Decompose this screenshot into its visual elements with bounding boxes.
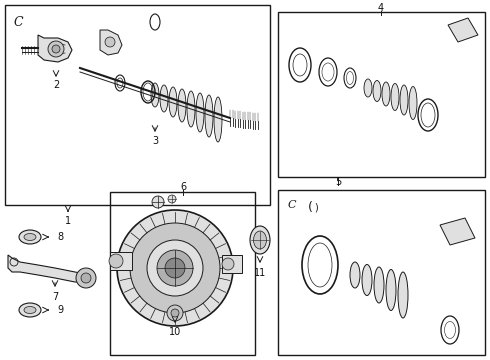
Bar	[278, 12, 485, 177]
Ellipse shape	[24, 306, 36, 314]
Circle shape	[222, 258, 234, 270]
Text: 2: 2	[53, 80, 59, 90]
Text: 5: 5	[335, 177, 341, 187]
Circle shape	[105, 37, 115, 47]
Polygon shape	[8, 255, 95, 282]
Circle shape	[117, 210, 233, 326]
Circle shape	[168, 195, 176, 203]
Bar	[110, 192, 255, 355]
Ellipse shape	[350, 262, 360, 288]
Text: C: C	[288, 200, 296, 210]
Bar	[110, 252, 132, 270]
Text: 10: 10	[169, 327, 181, 337]
Text: 4: 4	[378, 3, 384, 13]
Text: 6: 6	[180, 182, 186, 192]
Polygon shape	[38, 35, 72, 62]
Circle shape	[165, 258, 185, 278]
Text: 8: 8	[57, 232, 63, 242]
Ellipse shape	[382, 82, 390, 106]
Circle shape	[147, 240, 203, 296]
Ellipse shape	[214, 97, 222, 142]
Polygon shape	[448, 18, 478, 42]
Ellipse shape	[373, 81, 381, 102]
Circle shape	[52, 45, 60, 53]
Text: 3: 3	[152, 136, 158, 146]
Ellipse shape	[400, 85, 408, 115]
Circle shape	[48, 41, 64, 57]
Circle shape	[76, 268, 96, 288]
Text: 7: 7	[52, 292, 58, 302]
Ellipse shape	[386, 270, 396, 310]
Circle shape	[130, 223, 220, 313]
Polygon shape	[440, 218, 475, 245]
Circle shape	[167, 305, 183, 321]
Ellipse shape	[398, 272, 408, 318]
Bar	[278, 190, 485, 355]
Text: 9: 9	[57, 305, 63, 315]
Text: 11: 11	[254, 268, 266, 278]
Ellipse shape	[364, 79, 372, 97]
Ellipse shape	[362, 265, 372, 296]
Circle shape	[152, 196, 164, 208]
Ellipse shape	[19, 230, 41, 244]
Bar	[5, 5, 270, 205]
Ellipse shape	[151, 83, 159, 107]
Circle shape	[157, 250, 193, 286]
Text: (: (	[308, 201, 313, 213]
Circle shape	[81, 273, 91, 283]
Ellipse shape	[19, 303, 41, 317]
Ellipse shape	[160, 85, 168, 112]
Text: ): )	[314, 202, 318, 212]
Ellipse shape	[374, 267, 384, 303]
Circle shape	[109, 254, 123, 268]
Polygon shape	[100, 30, 122, 55]
Ellipse shape	[253, 231, 267, 249]
Bar	[222, 255, 242, 273]
Text: 1: 1	[65, 216, 71, 226]
Ellipse shape	[391, 84, 399, 111]
Circle shape	[171, 309, 179, 317]
Ellipse shape	[187, 91, 195, 127]
Ellipse shape	[169, 87, 177, 117]
Ellipse shape	[24, 234, 36, 240]
Ellipse shape	[205, 95, 213, 137]
Ellipse shape	[250, 226, 270, 254]
Ellipse shape	[178, 89, 186, 122]
Ellipse shape	[409, 86, 417, 120]
Ellipse shape	[196, 93, 204, 132]
Text: C: C	[13, 15, 23, 28]
